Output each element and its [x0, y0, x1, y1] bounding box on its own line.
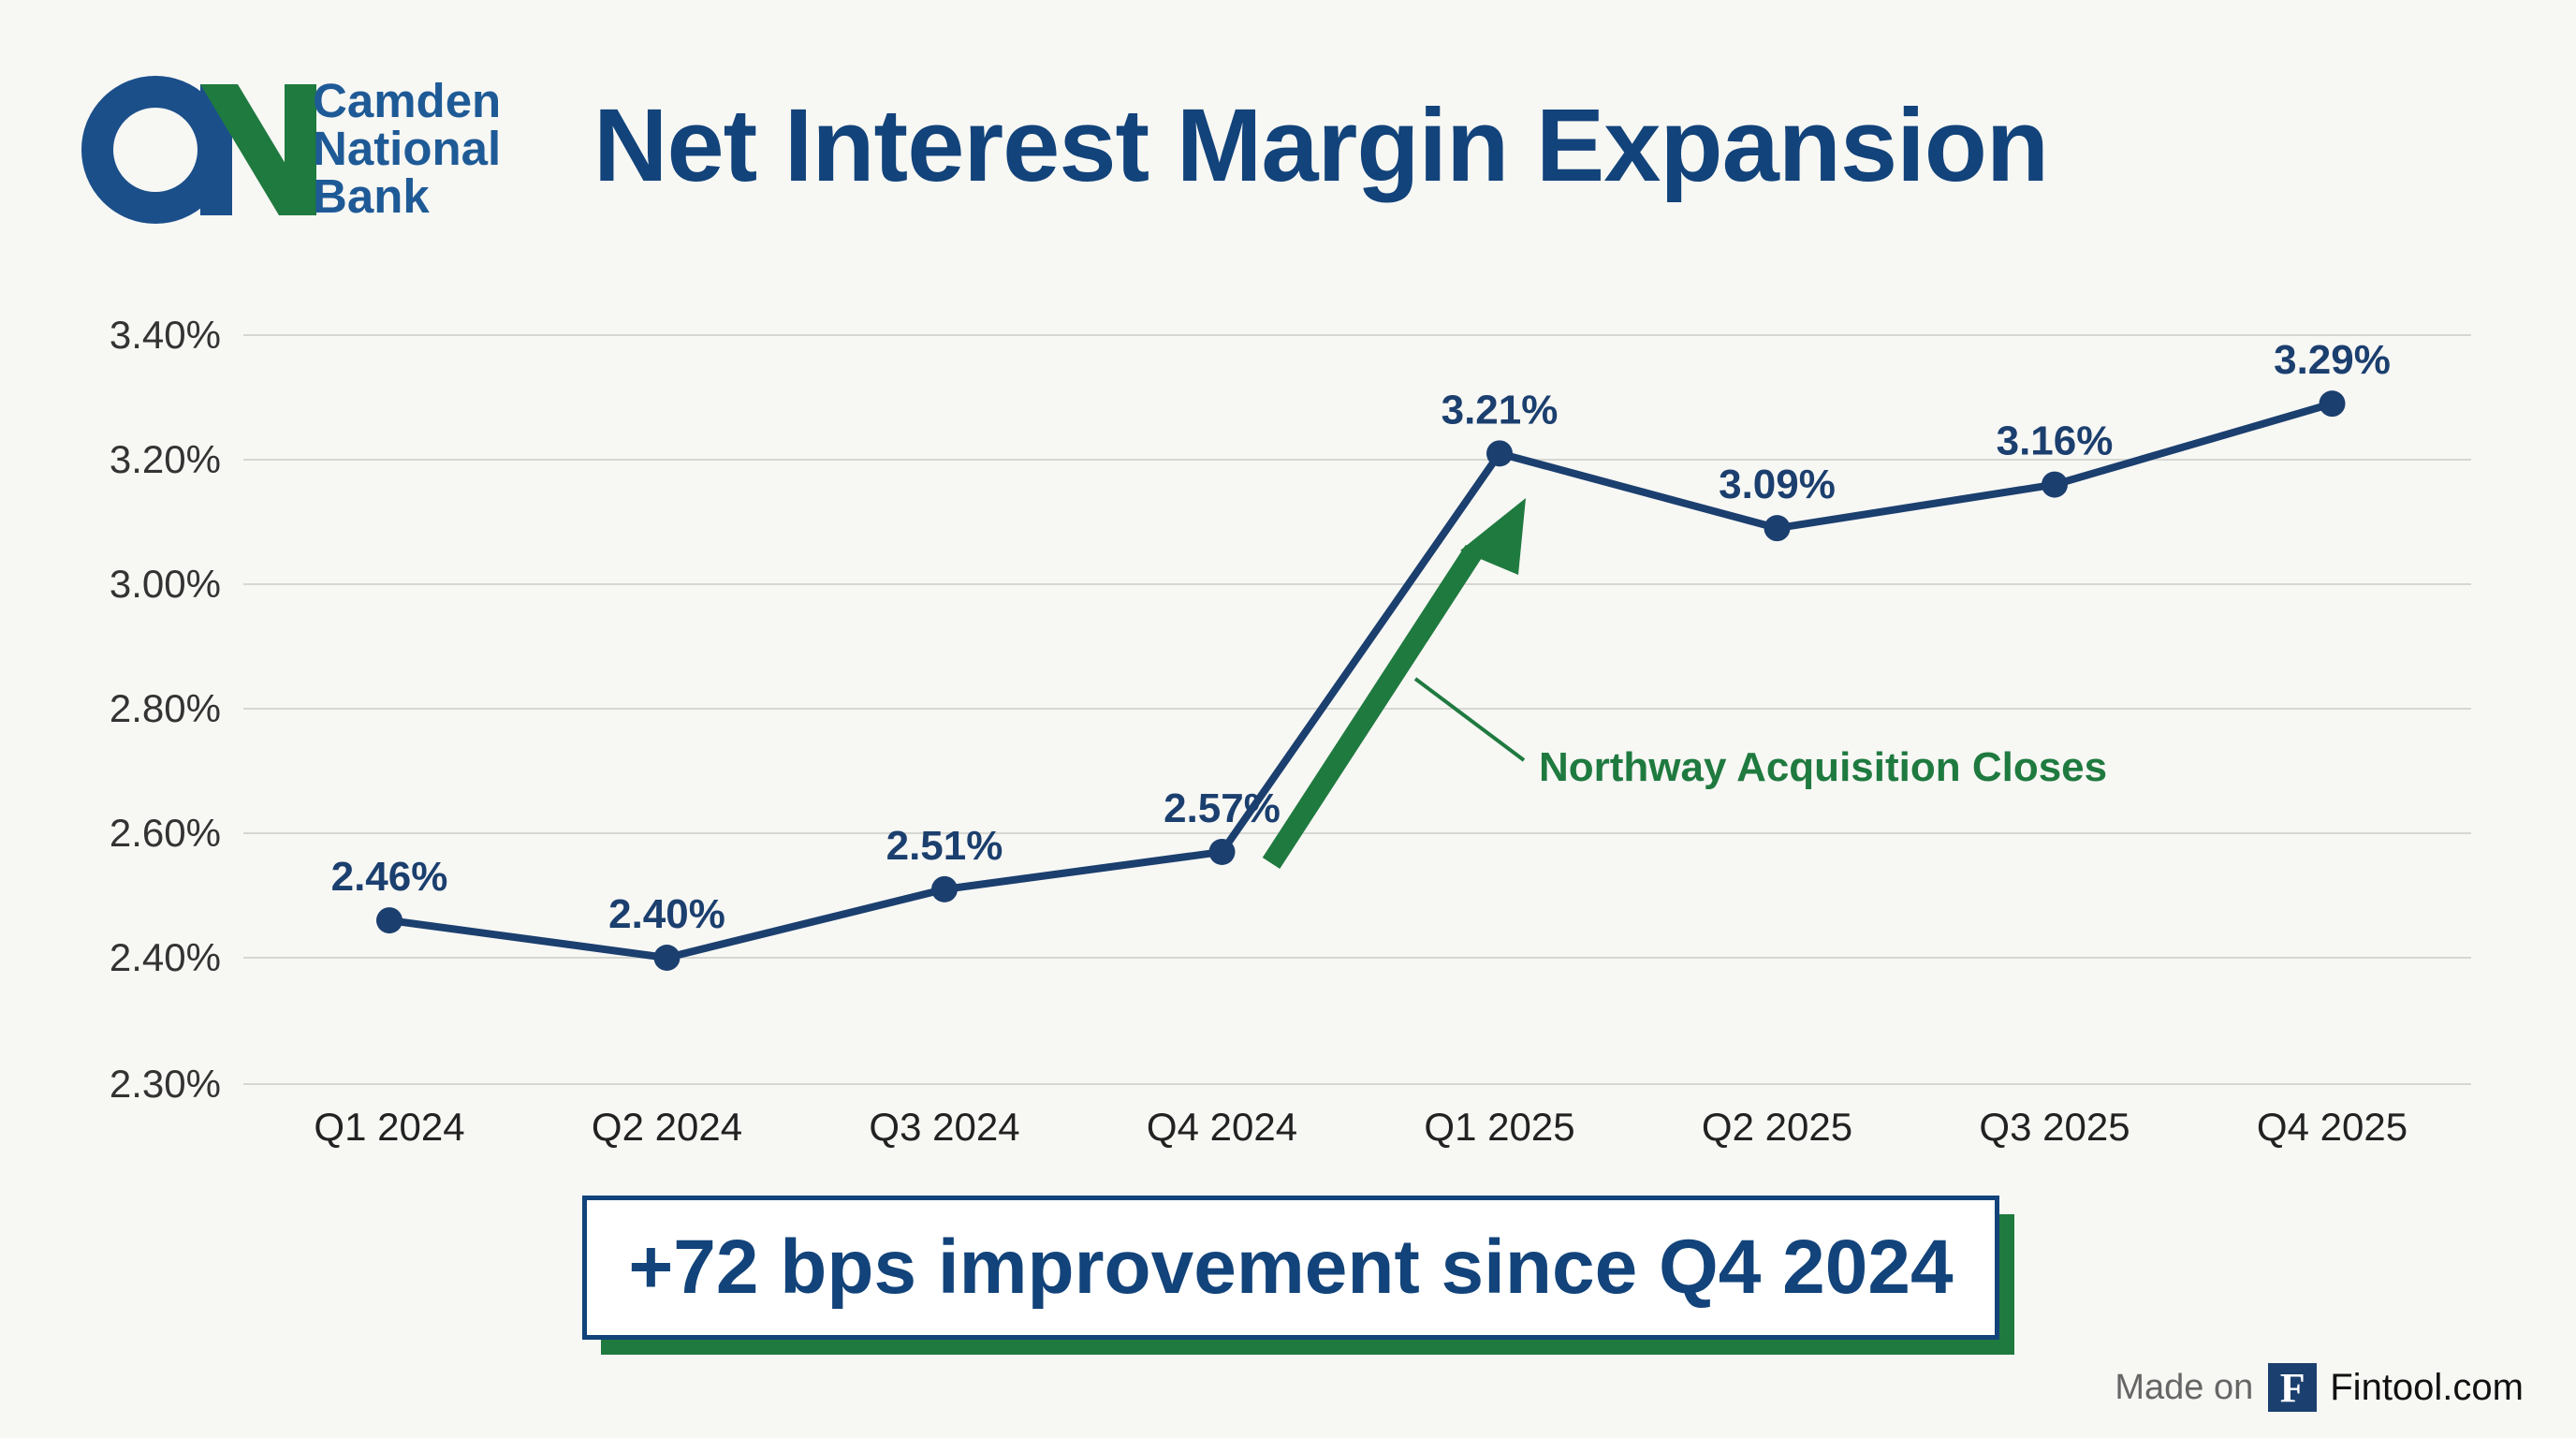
annotation-label: Northway Acquisition Closes: [1539, 744, 2107, 790]
y-tick-label: 2.80%: [110, 686, 221, 730]
data-label: 3.09%: [1719, 462, 1836, 507]
acquisition-arrow: [1262, 498, 1526, 869]
page-title: Net Interest Margin Expansion: [593, 88, 2049, 203]
data-label: 2.51%: [886, 823, 1003, 869]
x-tick-label: Q4 2025: [2257, 1105, 2408, 1149]
data-point: [2042, 471, 2068, 498]
data-label: 3.16%: [1997, 418, 2114, 464]
y-axis-ticks: 2.30% 2.40% 2.60% 2.80% 3.00% 3.20% 3.40%: [110, 313, 221, 1106]
fintool-logo-icon: F: [2268, 1363, 2318, 1412]
data-points: [376, 390, 2346, 971]
x-tick-label: Q2 2024: [592, 1105, 742, 1149]
data-label: 3.29%: [2274, 337, 2391, 383]
y-tick-label: 3.40%: [110, 313, 221, 357]
data-point: [1208, 838, 1236, 865]
x-tick-label: Q1 2024: [314, 1105, 464, 1149]
footer-site-link[interactable]: Fintool.com: [2330, 1366, 2524, 1408]
annotation: Northway Acquisition Closes: [1539, 744, 2107, 790]
improvement-callout: +72 bps improvement since Q4 2024: [582, 1196, 1999, 1340]
data-label: 2.57%: [1164, 785, 1281, 831]
data-point: [1764, 515, 1791, 542]
x-tick-label: Q3 2025: [1979, 1105, 2130, 1149]
x-axis-ticks: Q1 2024 Q2 2024 Q3 2024 Q4 2024 Q1 2025 Q2 20…: [314, 1105, 2408, 1149]
footer-made-on: Made on: [2115, 1367, 2254, 1407]
x-tick-label: Q3 2024: [869, 1105, 1019, 1149]
acquisition-arrow-shaft: [1262, 545, 1484, 869]
data-label: 3.21%: [1442, 387, 1559, 433]
brand-name-line1: Camden: [313, 74, 502, 127]
brand-name-line2: National: [313, 122, 502, 175]
acquisition-arrow-head: [1460, 498, 1526, 575]
series-line: [388, 400, 2334, 961]
camden-logo-mark: [81, 76, 316, 224]
data-point: [653, 945, 681, 971]
x-tick-label: Q1 2025: [1424, 1105, 1574, 1149]
y-tick-label: 3.00%: [110, 562, 221, 606]
y-tick-label: 3.20%: [110, 437, 221, 481]
data-labels: 2.46% 2.40% 2.51% 2.57% 3.21% 3.09% 3.16% 3.29%: [331, 337, 2391, 937]
data-label: 2.46%: [331, 854, 448, 900]
brand-name: Camden National Bank: [313, 77, 501, 220]
data-point: [931, 875, 958, 902]
y-tick-label: 2.60%: [110, 811, 221, 855]
y-tick-label: 2.30%: [110, 1062, 221, 1106]
data-point: [376, 907, 402, 934]
data-point: [1486, 440, 1513, 467]
data-point: [2319, 390, 2346, 418]
grid-lines: [243, 334, 2471, 1085]
annotation-leader-line: [1413, 677, 1526, 762]
x-tick-label: Q2 2025: [1702, 1105, 1852, 1149]
series-polyline: [388, 400, 2334, 961]
x-tick-label: Q4 2024: [1147, 1105, 1297, 1149]
data-label: 2.40%: [608, 891, 725, 937]
y-tick-label: 2.40%: [110, 935, 221, 979]
footer-credit[interactable]: Made on F Fintool.com: [2115, 1359, 2524, 1416]
brand-name-line3: Bank: [313, 169, 430, 223]
